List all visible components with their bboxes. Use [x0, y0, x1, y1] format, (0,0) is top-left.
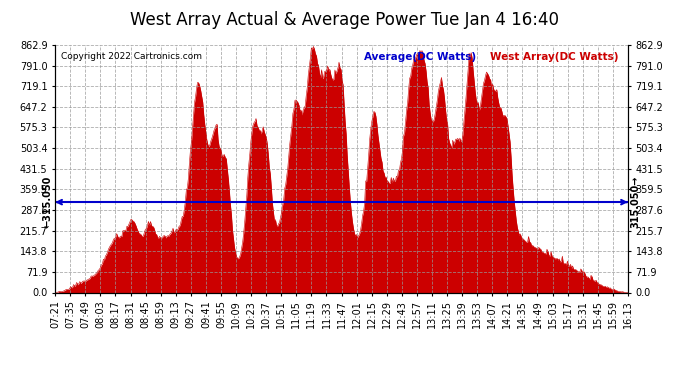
Text: Average(DC Watts): Average(DC Watts): [364, 53, 477, 62]
Text: ←315.050: ←315.050: [42, 176, 52, 228]
Text: Copyright 2022 Cartronics.com: Copyright 2022 Cartronics.com: [61, 53, 202, 62]
Text: West Array Actual & Average Power Tue Jan 4 16:40: West Array Actual & Average Power Tue Ja…: [130, 11, 560, 29]
Text: 315.050→: 315.050→: [631, 176, 641, 228]
Text: West Array(DC Watts): West Array(DC Watts): [491, 53, 619, 62]
